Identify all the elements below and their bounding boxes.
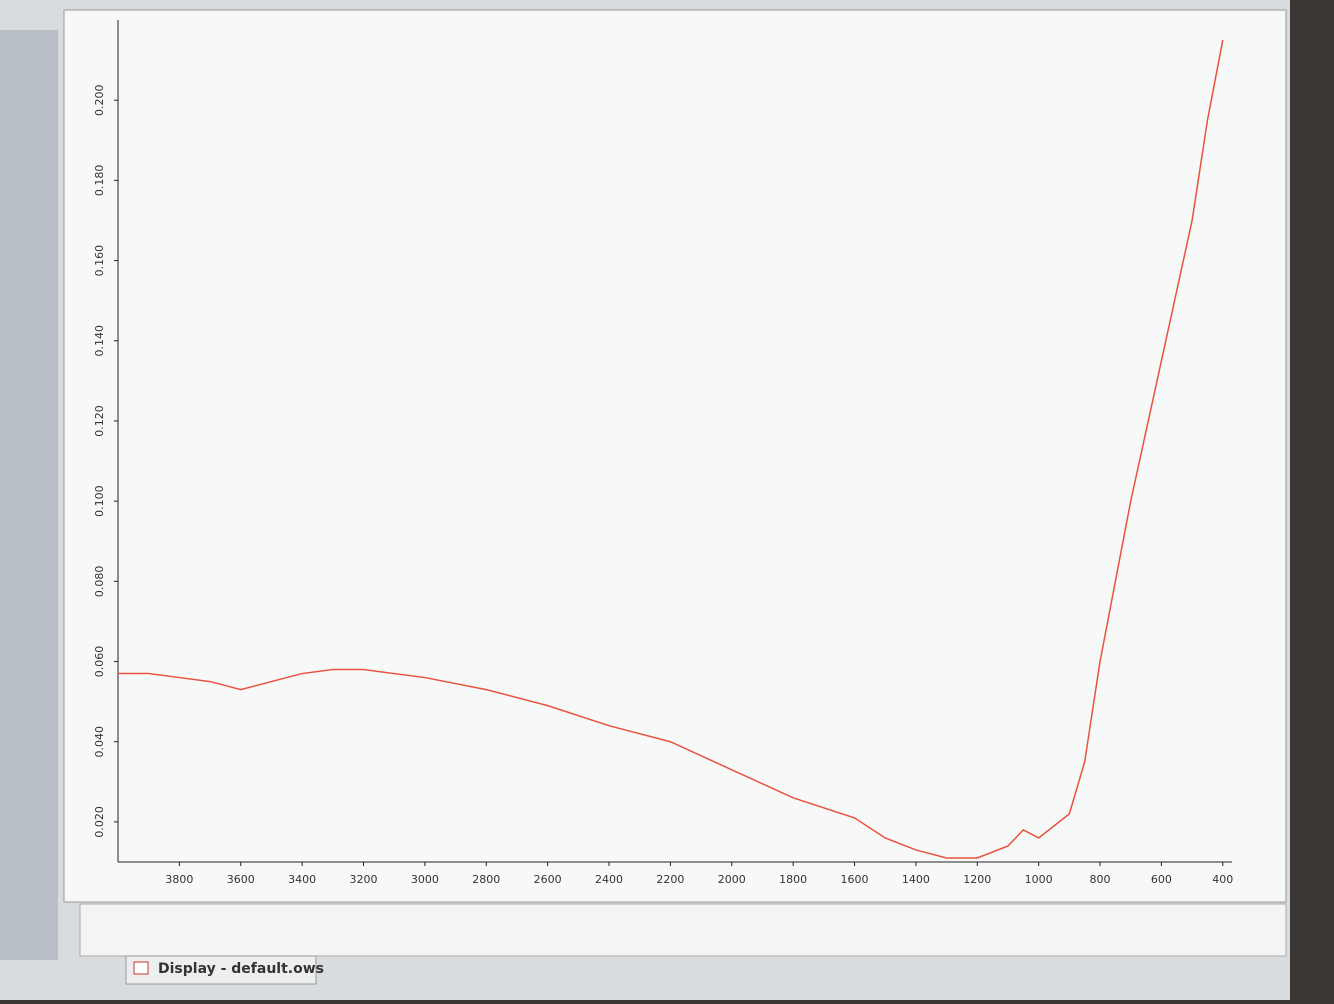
plot-panel (63, 9, 1287, 903)
x-tick-label: 1000 (1025, 873, 1053, 886)
x-tick-label: 800 (1090, 873, 1111, 886)
x-tick-label: 3600 (227, 873, 255, 886)
tab-icon (133, 961, 149, 975)
y-tick-label: 0.120 (93, 405, 106, 437)
x-tick-label: 1800 (779, 873, 807, 886)
spectrum-line (118, 39, 1224, 859)
y-tick-label: 0.060 (93, 646, 106, 678)
y-tick-label: 0.140 (93, 325, 106, 357)
sidebar (0, 30, 58, 960)
x-tick-label: 3200 (350, 873, 378, 886)
x-tick-label: 2400 (595, 873, 623, 886)
y-tick-label: 0.080 (93, 566, 106, 598)
x-tick-label: 3000 (411, 873, 439, 886)
x-tick-label: 400 (1212, 873, 1233, 886)
y-tick-label: 0.040 (93, 726, 106, 758)
tab[interactable] (125, 955, 317, 985)
y-tick-label: 0.180 (93, 165, 106, 197)
y-tick-label: 0.200 (93, 84, 106, 116)
tab-label[interactable]: Display - default.ows (158, 961, 324, 977)
overview-panel (79, 903, 1287, 957)
y-tick-label: 0.160 (93, 245, 106, 277)
x-tick-label: 3400 (288, 873, 316, 886)
y-tick-label: 0.020 (93, 806, 106, 838)
x-tick-label: 2600 (534, 873, 562, 886)
x-tick-label: 1200 (963, 873, 991, 886)
x-tick-label: 1600 (841, 873, 869, 886)
x-tick-label: 600 (1151, 873, 1172, 886)
x-tick-label: 3800 (165, 873, 193, 886)
y-tick-label: 0.100 (93, 485, 106, 516)
x-tick-label: 2800 (472, 873, 500, 886)
x-tick-label: 2000 (718, 873, 746, 886)
x-tick-label: 2200 (656, 873, 684, 886)
x-tick-label: 1400 (902, 873, 930, 886)
